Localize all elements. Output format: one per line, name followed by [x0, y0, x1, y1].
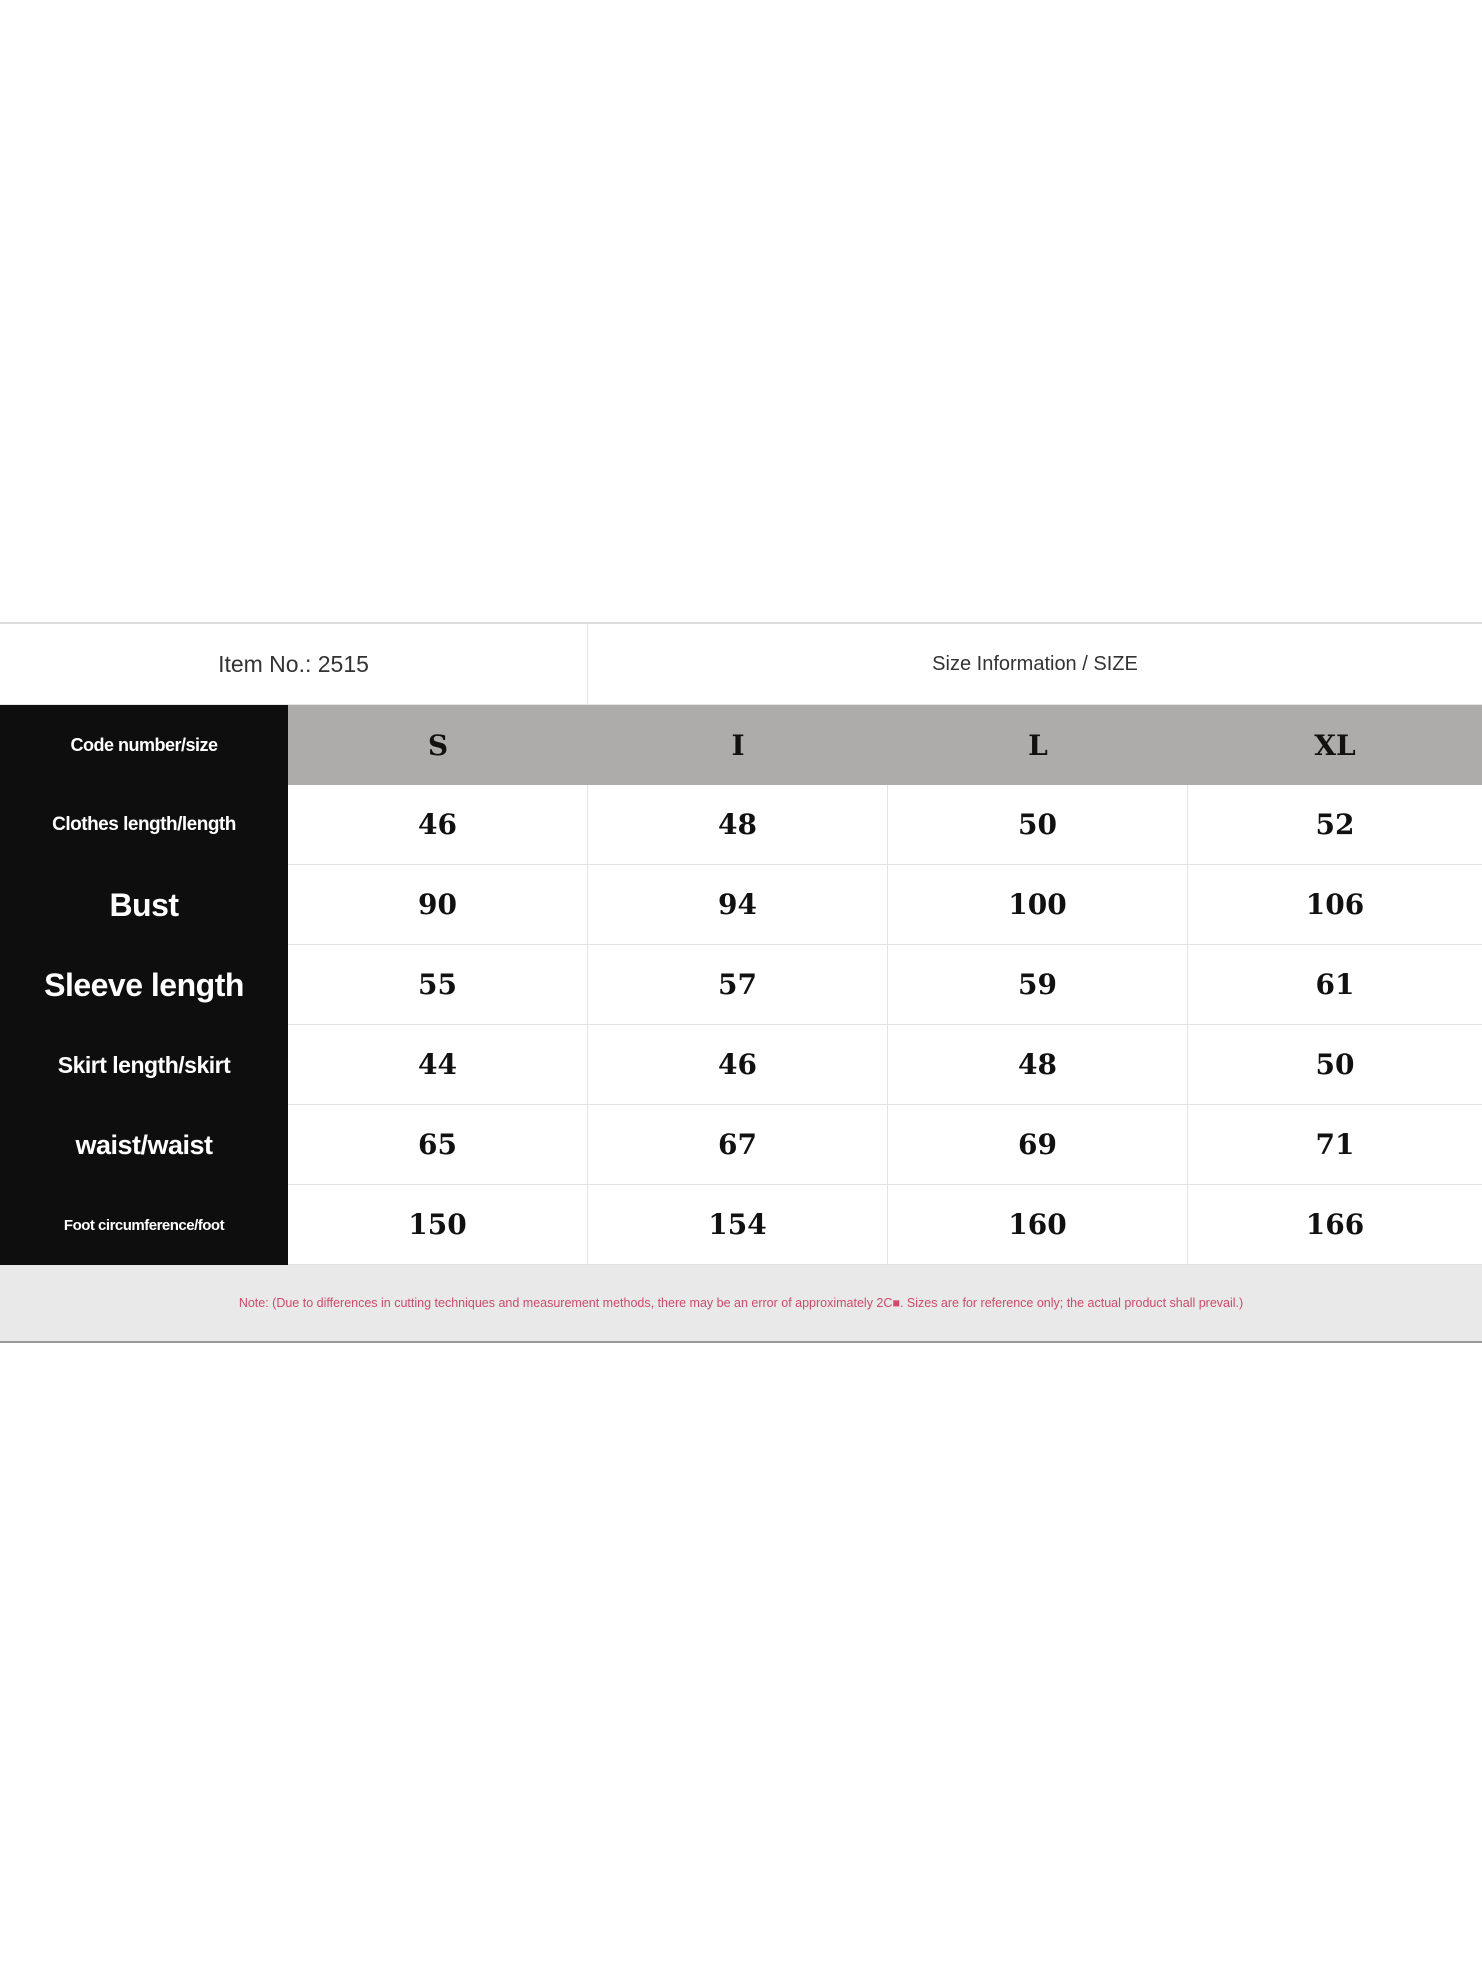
size-header: S: [288, 705, 588, 785]
size-header: I: [588, 705, 888, 785]
table-cell: 44: [288, 1025, 588, 1105]
row-label: Foot circumference/foot: [0, 1185, 288, 1265]
size-header: XL: [1188, 705, 1482, 785]
table-cell: 160: [888, 1185, 1188, 1265]
table-cell: 46: [288, 785, 588, 865]
table-cell: 106: [1188, 865, 1482, 945]
row-label: Sleeve length: [0, 945, 288, 1025]
table-row: Foot circumference/foot 150 154 160 166: [0, 1185, 1482, 1265]
table-row: waist/waist 65 67 69 71: [0, 1105, 1482, 1185]
table-cell: 65: [288, 1105, 588, 1185]
row-label: waist/waist: [0, 1105, 288, 1185]
table-cell: 69: [888, 1105, 1188, 1185]
table-cell: 90: [288, 865, 588, 945]
item-number: Item No.: 2515: [0, 624, 588, 704]
table-cell: 48: [888, 1025, 1188, 1105]
note: Note: (Due to differences in cutting tec…: [0, 1265, 1482, 1343]
table-cell: 52: [1188, 785, 1482, 865]
table-cell: 61: [1188, 945, 1482, 1025]
table-cell: 100: [888, 865, 1188, 945]
row-label: Skirt length/skirt: [0, 1025, 288, 1105]
table-row: Skirt length/skirt 44 46 48 50: [0, 1025, 1482, 1105]
table-cell: 59: [888, 945, 1188, 1025]
table-cell: 48: [588, 785, 888, 865]
table-row: Bust 90 94 100 106: [0, 865, 1482, 945]
size-chart: Item No.: 2515 Size Information / SIZE C…: [0, 622, 1482, 1343]
table-cell: 57: [588, 945, 888, 1025]
table-cell: 154: [588, 1185, 888, 1265]
size-header: L: [888, 705, 1188, 785]
table-cell: 94: [588, 865, 888, 945]
table-cell: 50: [888, 785, 1188, 865]
table-cell: 55: [288, 945, 588, 1025]
table-cell: 67: [588, 1105, 888, 1185]
table-cell: 71: [1188, 1105, 1482, 1185]
chart-header: Item No.: 2515 Size Information / SIZE: [0, 624, 1482, 705]
corner-label: Code number/size: [0, 705, 288, 785]
table-cell: 150: [288, 1185, 588, 1265]
row-label: Bust: [0, 865, 288, 945]
table-row: Sleeve length 55 57 59 61: [0, 945, 1482, 1025]
table-cell: 166: [1188, 1185, 1482, 1265]
table-cell: 46: [588, 1025, 888, 1105]
size-header-row: Code number/size S I L XL: [0, 705, 1482, 785]
size-information-title: Size Information / SIZE: [932, 652, 1138, 675]
table-row: Clothes length/length 46 48 50 52: [0, 785, 1482, 865]
table-cell: 50: [1188, 1025, 1482, 1105]
row-label: Clothes length/length: [0, 785, 288, 865]
